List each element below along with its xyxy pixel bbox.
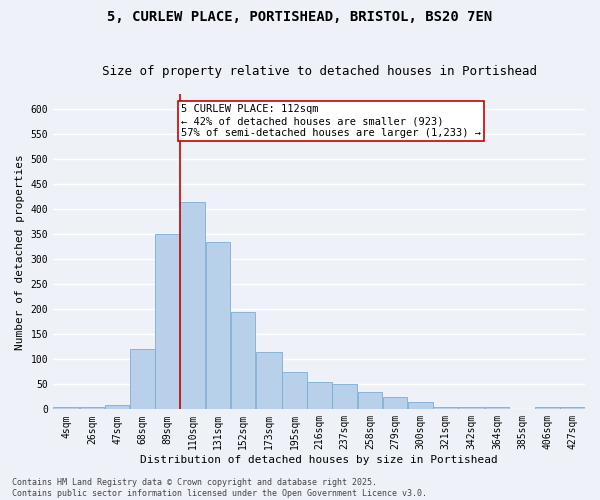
Bar [560,407,585,410]
Bar [256,352,281,410]
Bar [130,350,155,410]
Bar [181,202,205,410]
Bar [53,407,79,410]
Bar [358,392,382,409]
Bar [433,407,458,410]
Bar [485,407,509,410]
Text: 5 CURLEW PLACE: 112sqm
← 42% of detached houses are smaller (923)
57% of semi-de: 5 CURLEW PLACE: 112sqm ← 42% of detached… [181,104,481,138]
Bar [307,382,332,409]
Bar [408,402,433,409]
Y-axis label: Number of detached properties: Number of detached properties [15,154,25,350]
Bar [332,384,357,409]
Bar [282,372,307,410]
Text: 5, CURLEW PLACE, PORTISHEAD, BRISTOL, BS20 7EN: 5, CURLEW PLACE, PORTISHEAD, BRISTOL, BS… [107,10,493,24]
Title: Size of property relative to detached houses in Portishead: Size of property relative to detached ho… [101,65,536,78]
Bar [230,312,255,410]
Bar [458,407,484,410]
Text: Contains HM Land Registry data © Crown copyright and database right 2025.
Contai: Contains HM Land Registry data © Crown c… [12,478,427,498]
Bar [206,242,230,410]
Bar [80,407,104,410]
Bar [535,407,560,410]
Bar [105,406,130,409]
Bar [383,397,407,409]
Bar [155,234,180,410]
X-axis label: Distribution of detached houses by size in Portishead: Distribution of detached houses by size … [140,455,498,465]
